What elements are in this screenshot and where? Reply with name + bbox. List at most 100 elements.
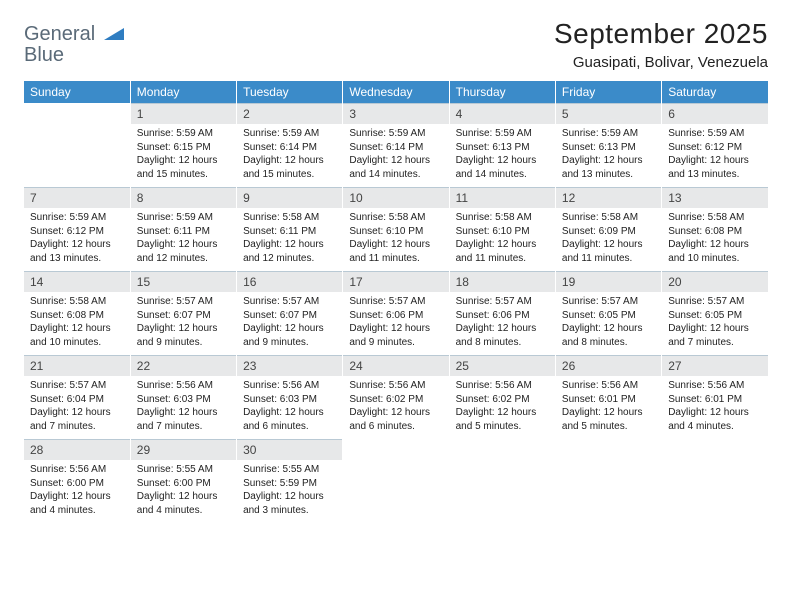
daylight-line: Daylight: 12 hours and 9 minutes. <box>137 322 230 349</box>
calendar-cell <box>24 103 130 187</box>
day-details: Sunrise: 5:59 AMSunset: 6:15 PMDaylight:… <box>131 124 236 187</box>
sunset-line: Sunset: 6:10 PM <box>456 225 549 239</box>
daylight-line: Daylight: 12 hours and 13 minutes. <box>30 238 124 265</box>
day-header: Sunday <box>24 81 130 103</box>
calendar-cell: 14Sunrise: 5:58 AMSunset: 6:08 PMDayligh… <box>24 271 130 355</box>
day-header-row: SundayMondayTuesdayWednesdayThursdayFrid… <box>24 81 768 103</box>
daylight-line: Daylight: 12 hours and 9 minutes. <box>243 322 336 349</box>
day-details: Sunrise: 5:56 AMSunset: 6:00 PMDaylight:… <box>24 460 130 523</box>
daylight-line: Daylight: 12 hours and 15 minutes. <box>137 154 230 181</box>
calendar-cell <box>343 439 449 523</box>
sunrise-line: Sunrise: 5:56 AM <box>137 379 230 393</box>
day-number: 29 <box>131 439 236 460</box>
sunrise-line: Sunrise: 5:58 AM <box>668 211 762 225</box>
sunrise-line: Sunrise: 5:59 AM <box>137 127 230 141</box>
day-header: Tuesday <box>237 81 343 103</box>
calendar-cell: 16Sunrise: 5:57 AMSunset: 6:07 PMDayligh… <box>237 271 343 355</box>
calendar-cell: 27Sunrise: 5:56 AMSunset: 6:01 PMDayligh… <box>662 355 768 439</box>
day-number: 19 <box>556 271 661 292</box>
day-details: Sunrise: 5:57 AMSunset: 6:05 PMDaylight:… <box>662 292 768 355</box>
daylight-line: Daylight: 12 hours and 6 minutes. <box>349 406 442 433</box>
sunset-line: Sunset: 6:02 PM <box>349 393 442 407</box>
sunrise-line: Sunrise: 5:58 AM <box>456 211 549 225</box>
sunset-line: Sunset: 5:59 PM <box>243 477 336 491</box>
calendar-page: General Blue September 2025 Guasipati, B… <box>0 0 792 523</box>
day-number: 21 <box>24 355 130 376</box>
sunset-line: Sunset: 6:11 PM <box>137 225 230 239</box>
day-details: Sunrise: 5:57 AMSunset: 6:05 PMDaylight:… <box>556 292 661 355</box>
sunset-line: Sunset: 6:08 PM <box>30 309 124 323</box>
calendar-cell: 18Sunrise: 5:57 AMSunset: 6:06 PMDayligh… <box>449 271 555 355</box>
day-number: 9 <box>237 187 342 208</box>
sunrise-line: Sunrise: 5:56 AM <box>456 379 549 393</box>
daylight-line: Daylight: 12 hours and 12 minutes. <box>243 238 336 265</box>
day-number: 12 <box>556 187 661 208</box>
day-number: 28 <box>24 439 130 460</box>
day-number: 22 <box>131 355 236 376</box>
day-details: Sunrise: 5:59 AMSunset: 6:14 PMDaylight:… <box>343 124 448 187</box>
sunrise-line: Sunrise: 5:57 AM <box>30 379 124 393</box>
calendar-cell: 11Sunrise: 5:58 AMSunset: 6:10 PMDayligh… <box>449 187 555 271</box>
calendar-cell <box>555 439 661 523</box>
calendar-head: SundayMondayTuesdayWednesdayThursdayFrid… <box>24 81 768 103</box>
calendar-cell: 5Sunrise: 5:59 AMSunset: 6:13 PMDaylight… <box>555 103 661 187</box>
day-details: Sunrise: 5:56 AMSunset: 6:01 PMDaylight:… <box>556 376 661 439</box>
sunset-line: Sunset: 6:06 PM <box>456 309 549 323</box>
month-title: September 2025 <box>554 18 768 50</box>
calendar-week-row: 21Sunrise: 5:57 AMSunset: 6:04 PMDayligh… <box>24 355 768 439</box>
daylight-line: Daylight: 12 hours and 15 minutes. <box>243 154 336 181</box>
day-number: 4 <box>450 103 555 124</box>
day-number: 23 <box>237 355 342 376</box>
daylight-line: Daylight: 12 hours and 8 minutes. <box>456 322 549 349</box>
sunset-line: Sunset: 6:02 PM <box>456 393 549 407</box>
sunset-line: Sunset: 6:01 PM <box>562 393 655 407</box>
daylight-line: Daylight: 12 hours and 4 minutes. <box>30 490 124 517</box>
sunrise-line: Sunrise: 5:59 AM <box>456 127 549 141</box>
day-header: Wednesday <box>343 81 449 103</box>
daylight-line: Daylight: 12 hours and 13 minutes. <box>668 154 762 181</box>
day-details: Sunrise: 5:59 AMSunset: 6:13 PMDaylight:… <box>556 124 661 187</box>
daylight-line: Daylight: 12 hours and 4 minutes. <box>668 406 762 433</box>
daylight-line: Daylight: 12 hours and 12 minutes. <box>137 238 230 265</box>
logo-word-1: General <box>24 23 95 45</box>
sunrise-line: Sunrise: 5:58 AM <box>243 211 336 225</box>
day-number: 24 <box>343 355 448 376</box>
calendar-table: SundayMondayTuesdayWednesdayThursdayFrid… <box>24 81 768 523</box>
day-number: 8 <box>131 187 236 208</box>
sunrise-line: Sunrise: 5:56 AM <box>243 379 336 393</box>
sunset-line: Sunset: 6:13 PM <box>456 141 549 155</box>
daylight-line: Daylight: 12 hours and 5 minutes. <box>456 406 549 433</box>
calendar-cell: 12Sunrise: 5:58 AMSunset: 6:09 PMDayligh… <box>555 187 661 271</box>
day-number: 5 <box>556 103 661 124</box>
day-number: 13 <box>662 187 768 208</box>
sunrise-line: Sunrise: 5:58 AM <box>562 211 655 225</box>
sunrise-line: Sunrise: 5:59 AM <box>668 127 762 141</box>
sunrise-line: Sunrise: 5:56 AM <box>349 379 442 393</box>
daylight-line: Daylight: 12 hours and 7 minutes. <box>668 322 762 349</box>
day-details: Sunrise: 5:58 AMSunset: 6:11 PMDaylight:… <box>237 208 342 271</box>
sunrise-line: Sunrise: 5:59 AM <box>349 127 442 141</box>
day-details: Sunrise: 5:55 AMSunset: 6:00 PMDaylight:… <box>131 460 236 523</box>
sunset-line: Sunset: 6:12 PM <box>668 141 762 155</box>
calendar-cell: 4Sunrise: 5:59 AMSunset: 6:13 PMDaylight… <box>449 103 555 187</box>
calendar-cell: 10Sunrise: 5:58 AMSunset: 6:10 PMDayligh… <box>343 187 449 271</box>
sunrise-line: Sunrise: 5:57 AM <box>668 295 762 309</box>
day-number: 30 <box>237 439 342 460</box>
sunrise-line: Sunrise: 5:58 AM <box>30 295 124 309</box>
calendar-cell: 2Sunrise: 5:59 AMSunset: 6:14 PMDaylight… <box>237 103 343 187</box>
day-header: Saturday <box>662 81 768 103</box>
calendar-cell: 8Sunrise: 5:59 AMSunset: 6:11 PMDaylight… <box>130 187 236 271</box>
day-number: 17 <box>343 271 448 292</box>
calendar-cell: 15Sunrise: 5:57 AMSunset: 6:07 PMDayligh… <box>130 271 236 355</box>
sunset-line: Sunset: 6:05 PM <box>668 309 762 323</box>
calendar-cell: 13Sunrise: 5:58 AMSunset: 6:08 PMDayligh… <box>662 187 768 271</box>
sunset-line: Sunset: 6:03 PM <box>243 393 336 407</box>
calendar-body: 1Sunrise: 5:59 AMSunset: 6:15 PMDaylight… <box>24 103 768 523</box>
sunrise-line: Sunrise: 5:57 AM <box>137 295 230 309</box>
sunrise-line: Sunrise: 5:59 AM <box>30 211 124 225</box>
calendar-cell: 26Sunrise: 5:56 AMSunset: 6:01 PMDayligh… <box>555 355 661 439</box>
day-details: Sunrise: 5:56 AMSunset: 6:03 PMDaylight:… <box>237 376 342 439</box>
calendar-cell: 6Sunrise: 5:59 AMSunset: 6:12 PMDaylight… <box>662 103 768 187</box>
day-details: Sunrise: 5:57 AMSunset: 6:06 PMDaylight:… <box>343 292 448 355</box>
daylight-line: Daylight: 12 hours and 11 minutes. <box>562 238 655 265</box>
